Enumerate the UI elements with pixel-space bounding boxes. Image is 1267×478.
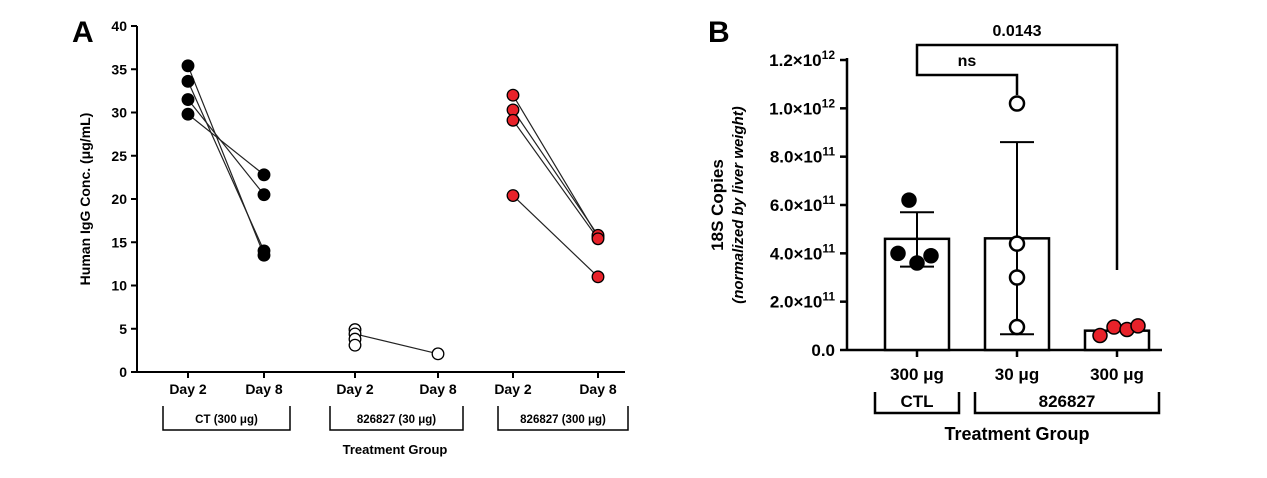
data-point: [1130, 318, 1146, 334]
significance-label: ns: [958, 53, 977, 70]
panel-a-chart: 0 5 10 15 20 25 30 35 40 Human IgG Conc. (μg/mL) D…: [77, 18, 629, 457]
y-tick-label: 6.0×1011: [770, 193, 835, 215]
group-label: 826827 (30 μg): [357, 414, 436, 426]
series-line: [187, 81, 265, 252]
significance-bracket: [915, 43, 1119, 270]
data-point: [1008, 95, 1026, 112]
y-axis-sublabel: (normalized by liver weight): [730, 106, 747, 304]
x-tick-label: Day 2: [336, 381, 374, 397]
panel-b-chart: 0.0 2.0×1011 4.0×1011 6.0×1011 8.0×1011 1.0×1…: [708, 23, 1162, 444]
x-tick-label: Day 8: [245, 381, 283, 397]
panel-b-letter: B: [708, 16, 730, 49]
series-line: [512, 119, 599, 240]
group-label: 826827: [1039, 392, 1096, 411]
y-tick-label: 1.0×1012: [769, 96, 835, 118]
group-label: 826827 (300 μg): [520, 414, 606, 426]
data-point: [1092, 327, 1108, 344]
data-point-day8: [257, 244, 271, 258]
data-point-day8: [257, 188, 271, 202]
y-tick-label: 10: [111, 278, 127, 294]
data-point-day2: [181, 74, 195, 88]
x-tick-label: Day 2: [494, 381, 532, 397]
y-axis-label: Human IgG Conc. (μg/mL): [77, 113, 93, 286]
series-line: [187, 99, 265, 196]
x-tick-label: 300 μg: [890, 365, 944, 384]
x-tick-label: 30 μg: [995, 365, 1039, 384]
data-point: [901, 192, 917, 208]
data-point-day2: [506, 88, 520, 102]
panel-a-letter: A: [72, 16, 94, 49]
x-axis-label: Treatment Group: [343, 442, 448, 457]
group-label: CT (300 μg): [195, 414, 258, 426]
series-line: [187, 113, 265, 176]
group-label: CTL: [900, 392, 933, 411]
y-axis-label: 18S Copies: [708, 159, 727, 251]
data-point-day2: [348, 338, 362, 352]
y-tick-label: 2.0×1011: [770, 290, 835, 312]
group-bracket: [497, 406, 629, 431]
series-line: [512, 195, 599, 278]
y-tick-label: 4.0×1011: [770, 241, 835, 263]
x-tick-label: 300 μg: [1090, 365, 1144, 384]
data-point-day8: [591, 270, 605, 284]
group-bracket: [973, 392, 1161, 415]
group-bracket: [162, 406, 291, 431]
series-line: [354, 333, 439, 355]
data-point-day8: [257, 168, 271, 182]
data-point: [923, 248, 939, 264]
data-point: [1008, 235, 1026, 252]
y-tick-label: 30: [111, 105, 127, 121]
y-tick-label: 1.2×1012: [769, 48, 835, 70]
data-point-day2: [506, 113, 520, 127]
y-tick-label: 20: [111, 191, 127, 207]
x-tick-label: Day 2: [169, 381, 207, 397]
data-point: [890, 245, 906, 262]
data-point-day2: [181, 107, 195, 121]
data-point-day2: [506, 189, 520, 202]
data-point: [1106, 319, 1122, 335]
y-tick-label: 35: [111, 61, 127, 77]
data-point: [909, 255, 925, 271]
group-bracket: [873, 392, 961, 415]
data-point-day2: [181, 59, 195, 73]
y-tick-label: 0.0: [811, 341, 835, 360]
y-tick-label: 25: [111, 148, 127, 164]
data-point: [1008, 318, 1026, 336]
significance-label: 0.0143: [993, 23, 1042, 40]
data-point-day8: [431, 347, 445, 361]
y-tick-label: 0: [119, 364, 127, 380]
data-point-day2: [181, 93, 195, 106]
x-axis-label: Treatment Group: [944, 424, 1089, 444]
y-tick-label: 8.0×1011: [770, 145, 835, 167]
y-tick-label: 5: [119, 321, 127, 337]
x-tick-label: Day 8: [419, 381, 457, 397]
data-point-day8: [591, 232, 605, 246]
y-tick-label: 15: [111, 234, 127, 250]
series-line: [512, 109, 599, 236]
y-tick-label: 40: [111, 18, 127, 34]
group-bracket: [329, 406, 464, 431]
significance-bracket: [915, 62, 1019, 95]
x-tick-label: Day 8: [579, 381, 617, 397]
data-point: [1008, 269, 1026, 286]
